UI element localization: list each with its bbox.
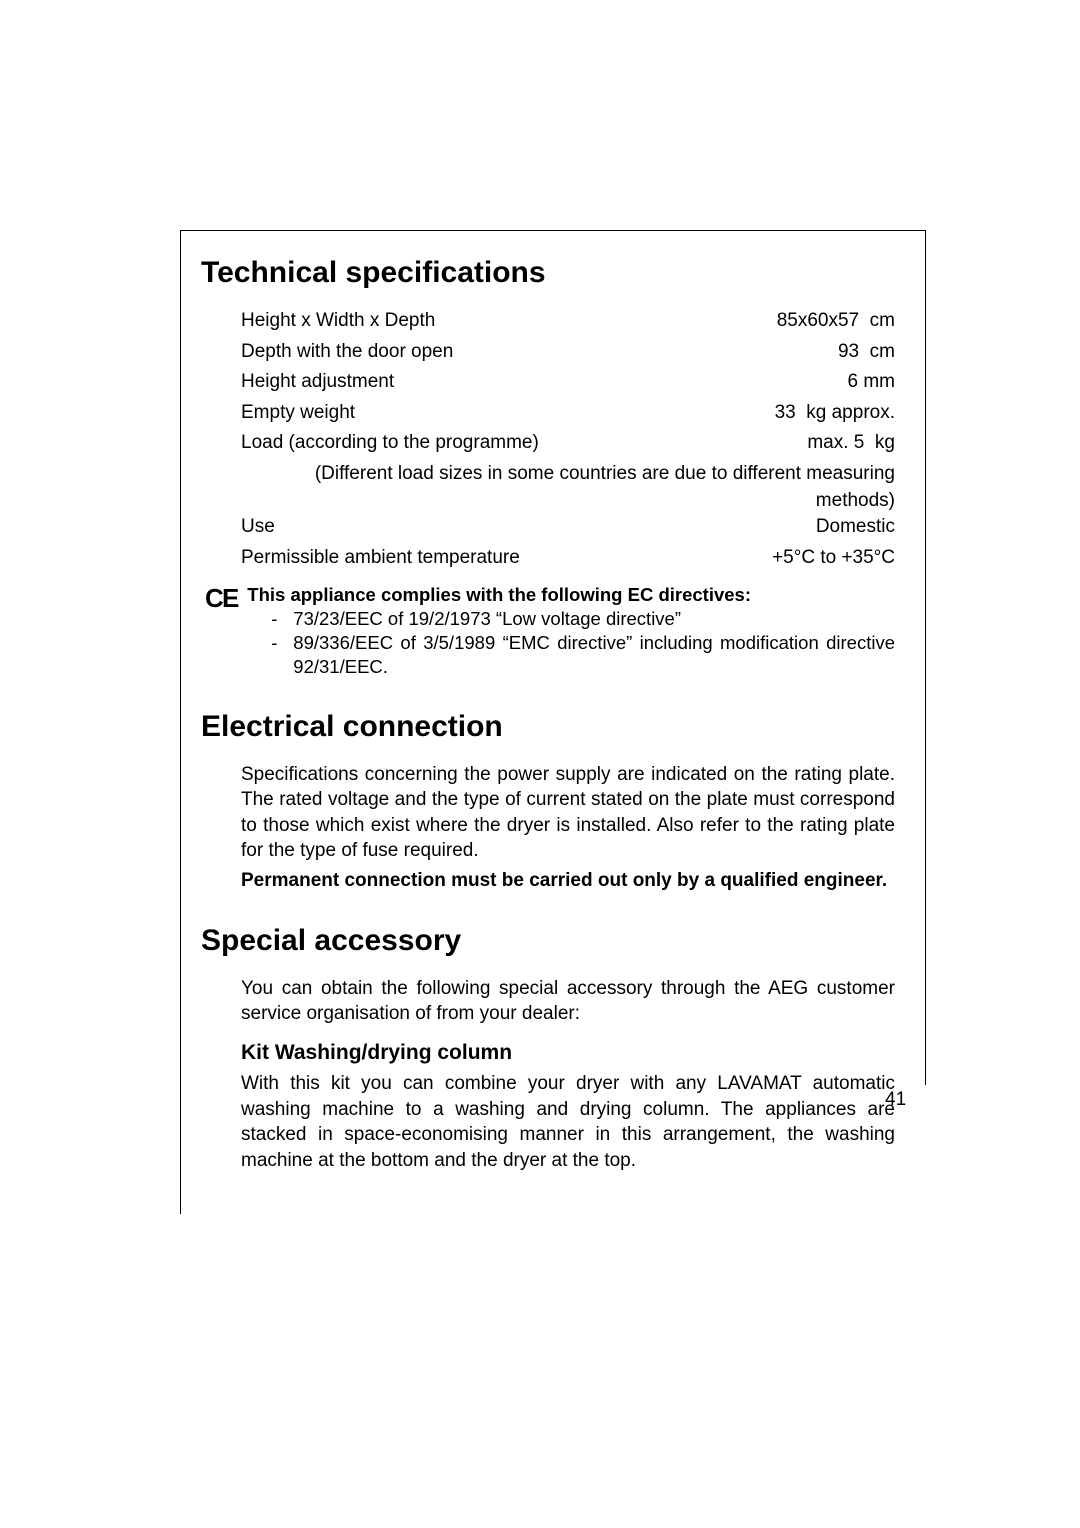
heading-electrical-connection: Electrical connection — [201, 710, 905, 744]
spec-label: Height x Width x Depth — [241, 308, 435, 335]
spec-label: Use — [241, 514, 275, 541]
spec-table: Height x Width x Depth 85x60x57 cm Depth… — [241, 308, 895, 571]
ce-mark-icon: C E — [205, 583, 237, 679]
spec-label: Load (according to the programme) — [241, 430, 539, 457]
spec-value: 33 kg approx. — [775, 400, 895, 427]
ce-text: This appliance complies with the followi… — [247, 583, 905, 679]
ce-directive-text: 89/336/EEC of 3/5/1989 “EMC directive” i… — [293, 631, 895, 679]
heading-special-accessory: Special accessory — [201, 924, 905, 958]
spec-value: 6 mm — [848, 369, 896, 396]
electrical-paragraph: Specifications concerning the power supp… — [241, 762, 895, 865]
spec-value: 93 cm — [838, 339, 895, 366]
electrical-warning: Permanent connection must be carried out… — [241, 868, 895, 894]
ce-directive-text: 73/23/EEC of 19/2/1973 “Low voltage dire… — [293, 607, 895, 631]
page-number: 41 — [885, 1089, 906, 1111]
spec-value: Domestic — [816, 514, 895, 541]
spec-row: Permissible ambient temperature +5°C to … — [241, 545, 895, 572]
ce-directive-list: - 73/23/EEC of 19/2/1973 “Low voltage di… — [271, 607, 895, 679]
kit-paragraph: With this kit you can combine your dryer… — [241, 1071, 895, 1174]
ce-compliance-block: C E This appliance complies with the fol… — [201, 583, 905, 679]
spec-row: Height adjustment 6 mm — [241, 369, 895, 396]
heading-kit: Kit Washing/drying column — [241, 1041, 905, 1065]
spec-row: Use Domestic — [241, 514, 895, 541]
right-border-rule — [925, 230, 926, 1085]
spec-row: Height x Width x Depth 85x60x57 cm — [241, 308, 895, 335]
spec-row: Load (according to the programme) max. 5… — [241, 430, 895, 457]
spec-label: Permissible ambient temperature — [241, 545, 520, 572]
page-content: Technical specifications Height x Width … — [181, 231, 925, 1174]
spec-value: 85x60x57 cm — [777, 308, 895, 335]
ce-directive-item: - 73/23/EEC of 19/2/1973 “Low voltage di… — [271, 607, 895, 631]
bullet-dash-icon: - — [271, 607, 293, 631]
heading-technical-specifications: Technical specifications — [201, 256, 905, 290]
spec-label: Empty weight — [241, 400, 355, 427]
accessory-paragraph: You can obtain the following special acc… — [241, 976, 895, 1027]
spec-row: Empty weight 33 kg approx. — [241, 400, 895, 427]
spec-label: Depth with the door open — [241, 339, 453, 366]
spec-value: +5°C to +35°C — [772, 545, 895, 572]
page-frame: Technical specifications Height x Width … — [180, 230, 925, 1214]
spec-label: Height adjustment — [241, 369, 394, 396]
spec-value: max. 5 kg — [807, 430, 895, 457]
ce-directive-item: - 89/336/EEC of 3/5/1989 “EMC directive”… — [271, 631, 895, 679]
spec-load-note: (Different load sizes in some countries … — [241, 461, 895, 514]
ce-title: This appliance complies with the followi… — [247, 583, 895, 607]
bullet-dash-icon: - — [271, 631, 293, 679]
spec-row: Depth with the door open 93 cm — [241, 339, 895, 366]
